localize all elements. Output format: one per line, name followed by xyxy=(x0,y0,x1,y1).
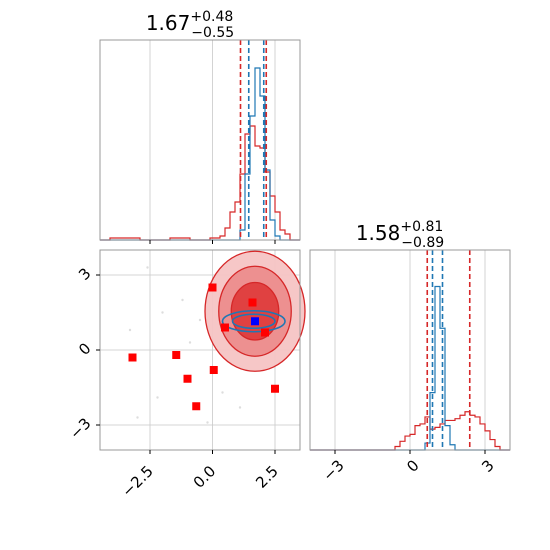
y-tick-label: −3 xyxy=(66,414,94,442)
x-ticks: −3 0 3 xyxy=(319,450,498,485)
joint-panel: −2.5 0.0 2.5 −3 0 3 xyxy=(66,249,306,501)
red-square-marker xyxy=(261,328,269,337)
red-square-markers xyxy=(128,283,279,411)
x-tick-label: −2.5 xyxy=(118,462,156,500)
x-tick-label: 0 xyxy=(403,456,422,475)
title-minus: −0.89 xyxy=(401,235,444,251)
red-square-marker xyxy=(208,283,217,292)
faint-samples xyxy=(128,266,242,424)
title-median: 1.67 xyxy=(146,11,191,35)
red-square-marker xyxy=(209,366,218,374)
blue-contour-level-0 xyxy=(221,309,286,333)
faint-sample xyxy=(128,328,132,332)
red-square-marker xyxy=(183,374,192,383)
title-median: 1.58 xyxy=(356,221,401,245)
quantile-lines xyxy=(426,250,471,450)
param1-title: 1.67+0.48 −0.55 xyxy=(146,9,234,41)
faint-sample xyxy=(146,266,149,269)
y-tick-label: 0 xyxy=(75,339,94,358)
red-square-marker xyxy=(271,384,279,393)
axes-frame xyxy=(99,39,301,241)
red-square-marker xyxy=(221,323,229,332)
faint-sample xyxy=(238,406,242,409)
x-tick-label: 3 xyxy=(478,456,497,475)
faint-sample xyxy=(136,416,139,419)
red-square-marker xyxy=(128,353,137,362)
x-ticks xyxy=(149,240,276,244)
faint-sample xyxy=(221,391,224,394)
blue-contour-level-1 xyxy=(231,313,276,330)
faint-sample xyxy=(161,311,164,314)
red-square-marker xyxy=(248,298,257,307)
histogram-line-1 xyxy=(100,67,300,241)
faint-sample xyxy=(156,396,159,399)
x-tick-label: 0.0 xyxy=(190,462,220,492)
param2-title: 1.58+0.81 −0.89 xyxy=(356,219,444,251)
title-plus: +0.48 xyxy=(190,9,233,25)
grid-lines xyxy=(149,40,276,240)
x-tick-label: 2.5 xyxy=(252,462,282,492)
truth-marker-group xyxy=(251,317,259,326)
truth-marker xyxy=(251,317,259,326)
faint-sample xyxy=(188,341,192,344)
histogram-panel-param1: 1.67+0.48 −0.55 xyxy=(99,9,301,244)
title-plus: +0.81 xyxy=(400,219,443,235)
red-square-marker xyxy=(192,402,201,411)
faint-sample xyxy=(198,318,202,322)
red-square-marker xyxy=(172,351,181,359)
histogram-panel-param2: −3 0 3 1.58+0.81 −0.89 xyxy=(309,219,511,485)
quantile-lines xyxy=(239,40,268,240)
faint-sample xyxy=(181,298,184,302)
faint-sample xyxy=(206,421,209,424)
x-tick-label: −3 xyxy=(319,456,347,484)
grid-lines xyxy=(334,250,486,450)
blue-contours xyxy=(221,309,286,333)
y-tick-label: 3 xyxy=(75,264,94,283)
title-minus: −0.55 xyxy=(191,25,234,41)
histogram-series xyxy=(100,67,300,241)
